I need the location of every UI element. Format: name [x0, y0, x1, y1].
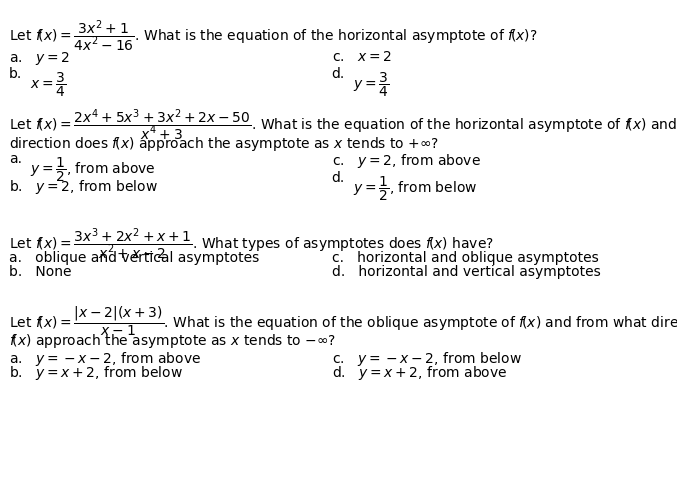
- Text: $y = \dfrac{3}{4}$: $y = \dfrac{3}{4}$: [353, 71, 390, 100]
- Text: c.   $y = 2$, from above: c. $y = 2$, from above: [332, 152, 481, 170]
- Text: d.: d.: [332, 68, 345, 82]
- Text: a.: a.: [9, 152, 22, 166]
- Text: b.: b.: [9, 68, 22, 82]
- Text: b.   None: b. None: [9, 265, 71, 279]
- Text: a.   oblique and vertical asymptotes: a. oblique and vertical asymptotes: [9, 251, 259, 265]
- Text: b.   $y = 2$, from below: b. $y = 2$, from below: [9, 178, 158, 196]
- Text: $y = \dfrac{1}{2}$, from below: $y = \dfrac{1}{2}$, from below: [353, 175, 478, 204]
- Text: c.   $x = 2$: c. $x = 2$: [332, 50, 391, 64]
- Text: d.   $y = x+2$, from above: d. $y = x+2$, from above: [332, 364, 507, 382]
- Text: Let $f\!(x) = \dfrac{3x^3+2x^2+x+1}{x^2+x-2}$. What types of asymptotes does $f\: Let $f\!(x) = \dfrac{3x^3+2x^2+x+1}{x^2+…: [9, 226, 494, 262]
- Text: $x = \dfrac{3}{4}$: $x = \dfrac{3}{4}$: [30, 71, 67, 100]
- Text: Let $f\!(x) = \dfrac{|x-2|(x+3)}{x-1}$. What is the equation of the oblique asym: Let $f\!(x) = \dfrac{|x-2|(x+3)}{x-1}$. …: [9, 305, 677, 338]
- Text: d.   horizontal and vertical asymptotes: d. horizontal and vertical asymptotes: [332, 265, 600, 279]
- Text: $f\!(x)$ approach the asymptote as $x$ tends to $-\infty$?: $f\!(x)$ approach the asymptote as $x$ t…: [9, 332, 336, 350]
- Text: a.   $y = 2$: a. $y = 2$: [9, 50, 70, 67]
- Text: d.: d.: [332, 172, 345, 185]
- Text: direction does $f\!(x)$ approach the asymptote as $x$ tends to $+\infty$?: direction does $f\!(x)$ approach the asy…: [9, 135, 439, 153]
- Text: b.   $y = x+2$, from below: b. $y = x+2$, from below: [9, 364, 183, 382]
- Text: a.   $y = -x-2$, from above: a. $y = -x-2$, from above: [9, 350, 201, 368]
- Text: c.   horizontal and oblique asymptotes: c. horizontal and oblique asymptotes: [332, 251, 598, 265]
- Text: Let $f\!(x) = \dfrac{3x^2+1}{4x^2-16}$. What is the equation of the horizontal a: Let $f\!(x) = \dfrac{3x^2+1}{4x^2-16}$. …: [9, 18, 538, 54]
- Text: Let $f\!(x) = \dfrac{2x^4+5x^3+3x^2+2x-50}{x^4+3}$. What is the equation of the : Let $f\!(x) = \dfrac{2x^4+5x^3+3x^2+2x-5…: [9, 107, 677, 142]
- Text: c.   $y = -x-2$, from below: c. $y = -x-2$, from below: [332, 350, 521, 368]
- Text: $y = \dfrac{1}{2}$, from above: $y = \dfrac{1}{2}$, from above: [30, 156, 156, 184]
